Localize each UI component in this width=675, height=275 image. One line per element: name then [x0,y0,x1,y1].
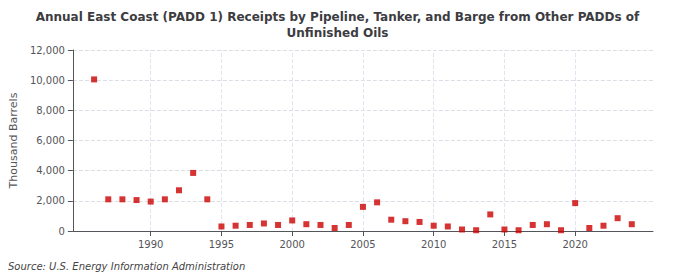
svg-text:2020: 2020 [562,239,587,250]
svg-text:2,000: 2,000 [36,195,65,206]
svg-text:1995: 1995 [209,239,234,250]
svg-text:Source: U.S. Energy Informatio: Source: U.S. Energy Information Administ… [8,261,245,272]
svg-text:12,000: 12,000 [30,45,65,56]
svg-text:2005: 2005 [350,239,375,250]
svg-text:4,000: 4,000 [36,165,65,176]
svg-text:2000: 2000 [279,239,304,250]
svg-text:0: 0 [59,226,65,237]
svg-text:Thousand Barrels: Thousand Barrels [7,92,20,189]
svg-text:Annual East Coast (PADD 1) Rec: Annual East Coast (PADD 1) Receipts by P… [36,10,640,24]
svg-text:8,000: 8,000 [36,105,65,116]
svg-text:10,000: 10,000 [30,75,65,86]
svg-text:1990: 1990 [138,239,163,250]
svg-text:Unfinished Oils: Unfinished Oils [287,26,389,40]
svg-text:6,000: 6,000 [36,135,65,146]
svg-text:2015: 2015 [492,239,517,250]
svg-text:2010: 2010 [421,239,446,250]
